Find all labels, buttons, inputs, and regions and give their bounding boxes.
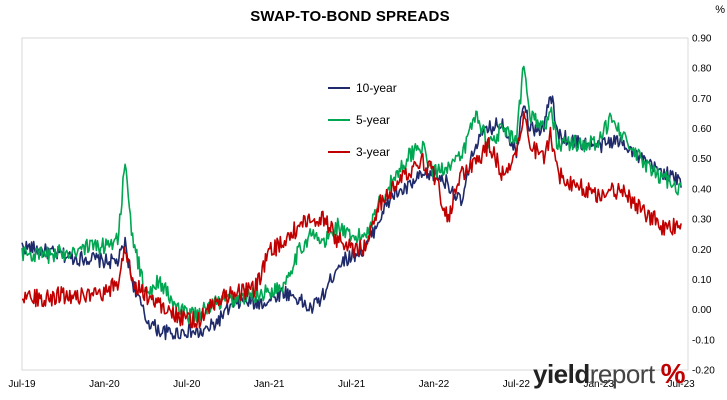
legend-label: 5-year (356, 113, 390, 127)
legend-label: 10-year (356, 81, 397, 95)
y-tick-label: -0.10 (692, 335, 715, 346)
y-axis-unit-label: % (715, 4, 725, 16)
y-tick-label: 0.70 (692, 94, 712, 105)
y-tick-label: 0.00 (692, 305, 712, 316)
y-tick-label: 0.10 (692, 275, 712, 286)
x-tick-label: Jul-19 (8, 379, 36, 390)
x-tick-label: Jul-20 (173, 379, 201, 390)
x-tick-label: Jul-23 (668, 379, 696, 390)
y-tick-label: 0.50 (692, 154, 712, 165)
series-line-10-year (21, 95, 682, 341)
y-tick-label: 0.20 (692, 245, 712, 256)
x-tick-label: Jan-21 (254, 379, 285, 390)
chart-title: SWAP-TO-BOND SPREADS (250, 8, 450, 25)
x-tick-label: Jan-22 (419, 379, 450, 390)
series-line-5-year (21, 65, 682, 325)
x-tick-label: Jan-23 (583, 379, 614, 390)
y-tick-label: 0.40 (692, 184, 712, 195)
y-tick-label: 0.60 (692, 124, 712, 135)
plot-area-frame (21, 37, 689, 371)
legend: 10-year 5-year 3-year (328, 81, 397, 159)
series-lines (21, 65, 682, 341)
y-axis: 0.90 0.80 0.70 0.60 0.50 0.40 0.30 0.20 0.10 0.00… (692, 34, 715, 377)
yieldreport-logo: yieldreport% (533, 358, 686, 389)
x-tick-label: Jul-22 (503, 379, 531, 390)
y-tick-label: 0.30 (692, 215, 712, 226)
legend-label: 3-year (356, 145, 390, 159)
x-axis: Jul-19 Jan-20 Jul-20 Jan-21 Jul-21 Jan-22 Jul-… (8, 379, 695, 390)
y-tick-label: 0.90 (692, 34, 712, 45)
y-tick-label: 0.80 (692, 64, 712, 75)
series-line-3-year (21, 111, 682, 329)
y-tick-label: -0.20 (692, 366, 715, 377)
x-tick-label: Jul-21 (338, 379, 366, 390)
x-tick-label: Jan-20 (89, 379, 120, 390)
